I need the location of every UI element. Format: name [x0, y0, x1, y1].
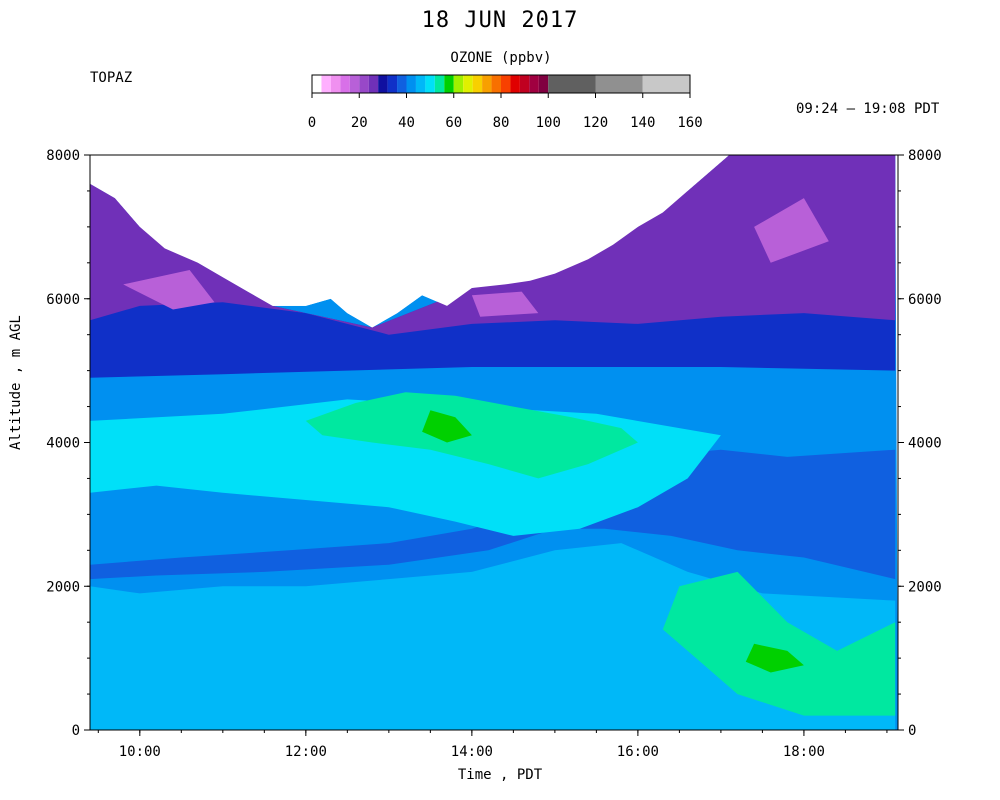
- colorbar-swatch: [453, 75, 464, 93]
- colorbar-swatch: [501, 75, 511, 93]
- y-tick-label-left: 4000: [46, 436, 80, 452]
- colorbar-swatch: [415, 75, 426, 93]
- colorbar-swatch: [434, 75, 445, 93]
- x-tick-label: 18:00: [783, 744, 825, 760]
- colorbar-swatch: [340, 75, 350, 93]
- colorbar-swatch: [595, 75, 643, 93]
- colorbar-swatch: [312, 75, 322, 93]
- colorbar-swatch: [519, 75, 530, 93]
- x-tick-label: 10:00: [119, 744, 161, 760]
- y-tick-label-left: 2000: [46, 579, 80, 595]
- ozone-contour-54: [662, 571, 896, 716]
- colorbar-tick-label: 120: [583, 115, 608, 131]
- x-tick-label: 16:00: [617, 744, 659, 760]
- ozone-contour-36: [90, 449, 896, 580]
- ozone-contour-16: [471, 291, 539, 317]
- time-range-label: 09:24 – 19:08 PDT: [796, 101, 940, 117]
- ozone-contour-24: [90, 155, 896, 335]
- colorbar-swatch: [387, 75, 398, 93]
- y-tick-label-right: 6000: [908, 292, 942, 308]
- colorbar-swatch: [529, 75, 539, 93]
- no-data-region: [90, 155, 898, 328]
- x-tick-label: 14:00: [451, 744, 493, 760]
- colorbar: 0 20 40 60 80 100 120 140 160: [308, 74, 703, 131]
- axes: 0 0 2000 2000 4000 4000 6000 6000 8000 8000 10:00 1…: [46, 148, 941, 760]
- colorbar-swatch: [642, 75, 690, 93]
- colorbar-tick-label: 80: [493, 115, 510, 131]
- y-tick-label-right: 2000: [908, 579, 942, 595]
- plot-area: [90, 155, 898, 730]
- chart-title: 18 JUN 2017: [421, 8, 579, 33]
- colorbar-swatch: [491, 75, 501, 93]
- site-label: TOPAZ: [90, 70, 133, 86]
- colorbar-swatch: [482, 75, 492, 93]
- colorbar-swatch: [330, 75, 341, 93]
- colorbar-swatch: [397, 75, 407, 93]
- y-tick-label-right: 8000: [908, 148, 942, 164]
- colorbar-swatch: [510, 75, 520, 93]
- ozone-contour-16: [123, 270, 215, 310]
- colorbar-tick-label: 160: [677, 115, 702, 131]
- colorbar-swatch: [378, 75, 388, 93]
- y-tick-label-right: 4000: [908, 436, 942, 452]
- colorbar-title: OZONE (ppbv): [450, 50, 552, 66]
- y-tick-label-right: 0: [908, 723, 916, 739]
- colorbar-swatch: [406, 75, 416, 93]
- y-tick-label-left: 6000: [46, 292, 80, 308]
- ozone-contour-58: [745, 643, 804, 673]
- colorbar-swatch: [359, 75, 369, 93]
- colorbar-tick-label: 40: [398, 115, 415, 131]
- colorbar-tick-label: 100: [536, 115, 561, 131]
- y-tick-label-left: 8000: [46, 148, 80, 164]
- y-tick-label-left: 0: [72, 723, 80, 739]
- colorbar-swatch: [548, 75, 596, 93]
- colorbar-tick-label: 0: [308, 115, 316, 131]
- x-axis-label: Time , PDT: [457, 767, 543, 783]
- colorbar-swatch: [368, 75, 379, 93]
- colorbar-swatch: [463, 75, 473, 93]
- colorbar-swatch: [349, 75, 360, 93]
- colorbar-swatch: [538, 75, 549, 93]
- ozone-contour-16: [754, 198, 829, 263]
- colorbar-swatch: [472, 75, 483, 93]
- colorbar-swatch: [321, 75, 331, 93]
- ozone-contour-58: [422, 410, 472, 443]
- colorbar-tick-label: 140: [630, 115, 655, 131]
- colorbar-swatch: [425, 75, 435, 93]
- colorbar-tick-label: 60: [445, 115, 462, 131]
- colorbar-swatch: [444, 75, 454, 93]
- colorbar-tick-label: 20: [351, 115, 368, 131]
- x-tick-label: 12:00: [285, 744, 327, 760]
